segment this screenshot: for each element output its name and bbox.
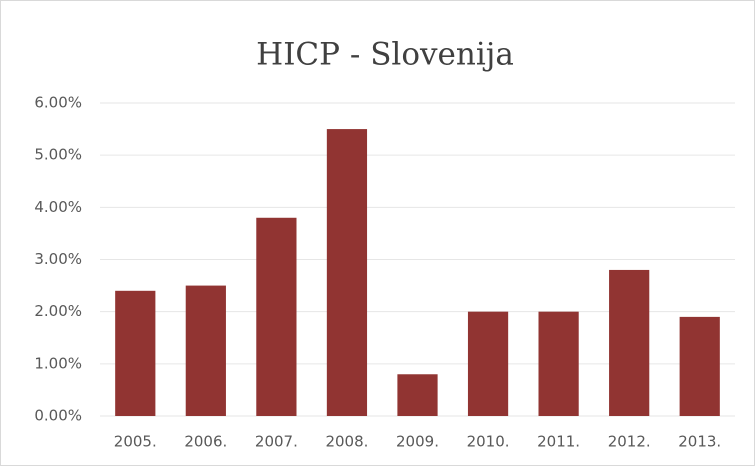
x-tick-label: 2006. [184, 433, 227, 451]
y-tick-label: 3.00% [34, 250, 82, 268]
y-tick-label: 5.00% [34, 146, 82, 164]
y-tick-label: 0.00% [34, 407, 82, 425]
x-tick-label: 2010. [467, 433, 510, 451]
bar [467, 311, 509, 416]
bar [185, 285, 226, 416]
x-tick-label: 2009. [396, 433, 439, 451]
bar [115, 290, 156, 416]
bar [256, 217, 297, 416]
y-tick-label: 4.00% [34, 198, 82, 216]
chart-title: HICP - Slovenija [256, 37, 514, 73]
bar [397, 374, 438, 416]
x-tick-label: 2008. [325, 433, 368, 451]
x-tick-label: 2007. [255, 433, 298, 451]
bar [679, 316, 720, 416]
y-tick-label: 2.00% [34, 302, 82, 320]
bar [538, 311, 579, 416]
x-tick-label: 2005. [114, 433, 157, 451]
x-tick-label: 2012. [608, 433, 651, 451]
x-tick-label: 2011. [537, 433, 580, 451]
bar [326, 129, 368, 417]
y-tick-label: 6.00% [34, 94, 82, 112]
y-tick-label: 1.00% [34, 354, 82, 372]
x-tick-label: 2013. [678, 433, 721, 451]
bar [609, 269, 650, 416]
